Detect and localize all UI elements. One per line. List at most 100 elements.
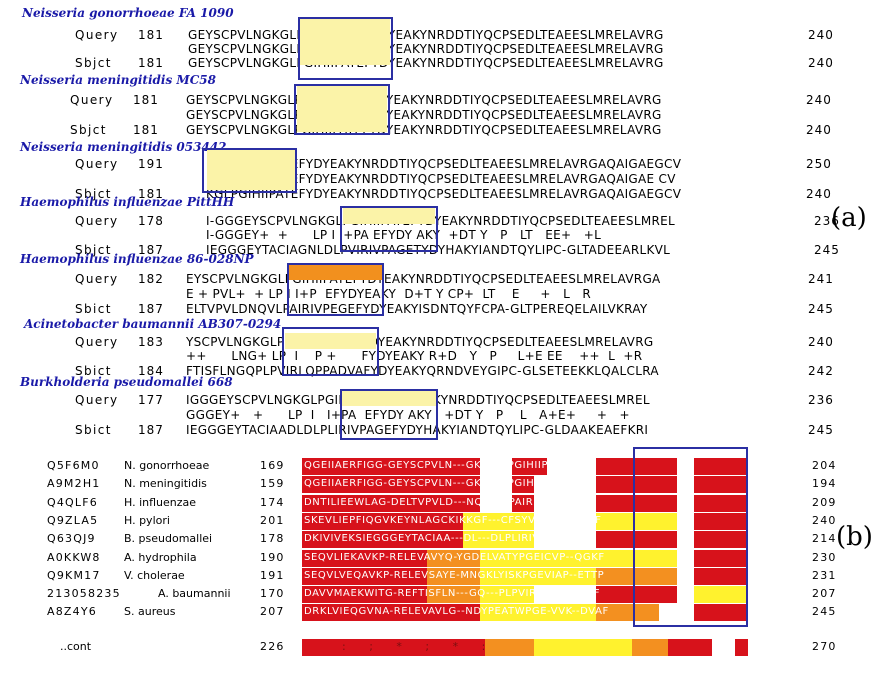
subject-sequence: KGLPGIHIIPATEFYDYEAKYNRDDTIYQCPSEDLTEAEE… xyxy=(206,187,682,201)
msa-start: 159 xyxy=(260,477,285,490)
query-start: 181 xyxy=(138,28,164,42)
msa-residue-block xyxy=(302,495,427,512)
msa-species: A. hydrophila xyxy=(124,551,197,564)
subject-end: 240 xyxy=(808,56,834,70)
query-end: 240 xyxy=(808,28,834,42)
msa-residue-block xyxy=(480,586,534,603)
msa-residue-block xyxy=(694,531,748,548)
consensus-block xyxy=(632,639,668,656)
match-sequence: GGGEY+ + LP I I+PA EFYDY AKY +DT Y P L A… xyxy=(186,408,630,422)
msa-residue-block xyxy=(462,513,534,530)
msa-start: 191 xyxy=(260,569,285,582)
msa-sequence: DKIVIVEKSIEGGGEYTACIAA---DL---DLPLIRIVP-… xyxy=(304,533,584,544)
msa-motif-box xyxy=(633,447,748,627)
msa-accession: Q9KM17 xyxy=(47,569,101,582)
msa-residue-block xyxy=(302,586,427,603)
subject-end: 245 xyxy=(808,423,834,437)
msa-sequence: QGEIIAERFIGG-GEYSCPVLN---GK---GLPGIHIIP-… xyxy=(304,460,583,471)
msa-residue-block xyxy=(694,568,748,585)
query-start: 183 xyxy=(138,335,164,349)
msa-species: N. meningitidis xyxy=(124,477,207,490)
msa-sequence: DAVVMAEKWITG-REFTISFLN---GQ---PLPVIRLQPP… xyxy=(304,588,601,599)
subject-sequence: FTISFLNGQPLPVIRLQPPADVAFYDYEAKYQRNDVEYGI… xyxy=(186,364,659,378)
subject-sequence: GEYSCPVLNGKGLPGIHIIPATEFYDYEAKYNRDDTIYQC… xyxy=(188,56,664,70)
subject-sequence: IEGGGEYTACIAADLDLPLIRIVPAGEFYDYHAKYIANDT… xyxy=(186,423,649,437)
msa-residue-block xyxy=(694,458,748,475)
consensus-label: ..cont xyxy=(60,640,92,653)
subject-start: 187 xyxy=(138,423,164,437)
match-sequence: ++ LNG+ LP I P + FYDYEAKY R+D Y P L+E EE… xyxy=(186,349,643,363)
msa-sequence: DRKLVIEQGVNA-RELEVAVLG--NDYPEATWPGE-VVK-… xyxy=(304,606,609,617)
msa-species: H. influenzae xyxy=(124,496,197,509)
msa-residue-block xyxy=(426,531,463,548)
msa-end: 204 xyxy=(812,459,837,472)
msa-residue-block xyxy=(426,604,481,621)
query-sequence: GEYSCPVLNGKGLPGIHIIPATEFYDYEAKYNRDDTIYQC… xyxy=(186,93,662,107)
msa-residue-block xyxy=(596,531,677,548)
msa-residue-block xyxy=(480,550,579,567)
organism-name: Neisseria meningitidis MC58 xyxy=(20,73,216,87)
msa-residue-block xyxy=(596,604,659,621)
match-sequence: GEYSCPVLNGKGLPGIHIIPATEFYDYEAKYNRDDTIYQC… xyxy=(186,108,662,122)
msa-residue-block xyxy=(426,495,481,512)
subject-sequence: ELTVPVLDNQVLPAIRIVPEGEFYDYEAKYISDNTQYFCP… xyxy=(186,302,648,316)
msa-residue-block xyxy=(676,458,695,475)
query-end: 236 xyxy=(808,393,834,407)
msa-residue-block xyxy=(302,604,427,621)
query-sequence: YSCPVLNGKGLPGIHIIPATE--FYDYEAKYNRDDTIYQC… xyxy=(186,335,654,349)
msa-residue-block xyxy=(302,476,427,493)
subject-label: Sbict xyxy=(75,423,112,437)
msa-residue-block xyxy=(547,513,597,530)
subject-start: 181 xyxy=(138,187,164,201)
organism-name: Neisseria meningitidis 053442 xyxy=(20,140,227,154)
msa-residue-block xyxy=(533,458,548,475)
msa-start: 178 xyxy=(260,532,285,545)
motif-highlight xyxy=(285,333,376,349)
match-sequence: E + PVL+ + LP I I+P EFYDYEAKY D+T Y CP+ … xyxy=(186,287,592,301)
query-end: 241 xyxy=(808,272,834,286)
msa-species: N. gonorrhoeae xyxy=(124,459,210,472)
query-sequence: I-GGGEYSCPVLNGKGLPGIHIIPATEFYDYEAKYNRDDT… xyxy=(206,214,675,228)
msa-residue-block xyxy=(596,476,677,493)
motif-box xyxy=(202,148,297,193)
subject-start: 184 xyxy=(138,364,164,378)
msa-accession: A0KKW8 xyxy=(47,551,101,564)
query-label: Query xyxy=(75,272,119,286)
msa-end: 245 xyxy=(812,605,837,618)
msa-residue-block xyxy=(694,550,748,567)
msa-sequence: SEQVLIEKAVKP-RELEVAVYQ-YGDELVATYPGEICVP-… xyxy=(304,552,605,563)
msa-start: 170 xyxy=(260,587,285,600)
msa-residue-block xyxy=(694,586,748,603)
msa-accession: A9M2H1 xyxy=(47,477,101,490)
query-start: 182 xyxy=(138,272,164,286)
subject-sequence: IEGGGEYTACIAGNLDLPVIRIVPAGETYDYHAKYIANDT… xyxy=(206,243,671,257)
msa-residue-block xyxy=(426,568,481,585)
match-sequence: GEYSCPVLNGKGLPGIHIIPATEFYDYEAKYNRDDTIYQC… xyxy=(188,42,664,56)
msa-residue-block xyxy=(596,513,677,530)
query-start: 178 xyxy=(138,214,164,228)
msa-residue-block xyxy=(480,568,579,585)
consensus-block xyxy=(484,639,534,656)
msa-accession: Q4QLF6 xyxy=(47,496,98,509)
organism-name: Haemophilus influenzae PittHH xyxy=(20,195,235,209)
subject-sequence: GEYSCPVLNGKGLPGIHIIPATEFYDYEAKYNRDDTIYQC… xyxy=(186,123,662,137)
msa-residue-block xyxy=(694,513,748,530)
msa-residue-block xyxy=(511,458,534,475)
msa-accession: Q9ZLA5 xyxy=(47,514,99,527)
subject-start: 181 xyxy=(138,56,164,70)
subject-label: Sbjct xyxy=(70,123,107,137)
msa-end: 214 xyxy=(812,532,837,545)
query-sequence: GEYSCPVLNGKGLPGIHIIPATEFYDYEAKYNRDDTIYQC… xyxy=(188,28,664,42)
query-label: Query xyxy=(75,157,119,171)
msa-residue-block xyxy=(302,458,427,475)
consensus-block xyxy=(667,639,713,656)
subject-end: 245 xyxy=(814,243,840,257)
msa-residue-block xyxy=(507,604,570,621)
msa-end: 231 xyxy=(812,569,837,582)
query-label: Query xyxy=(75,393,119,407)
msa-residue-block xyxy=(547,458,597,475)
organism-name: Neisseria gonorrhoeae FA 1090 xyxy=(22,6,234,20)
msa-residue-block xyxy=(694,495,748,512)
msa-residue-block xyxy=(596,568,677,585)
subject-label: Sbjct xyxy=(75,187,112,201)
